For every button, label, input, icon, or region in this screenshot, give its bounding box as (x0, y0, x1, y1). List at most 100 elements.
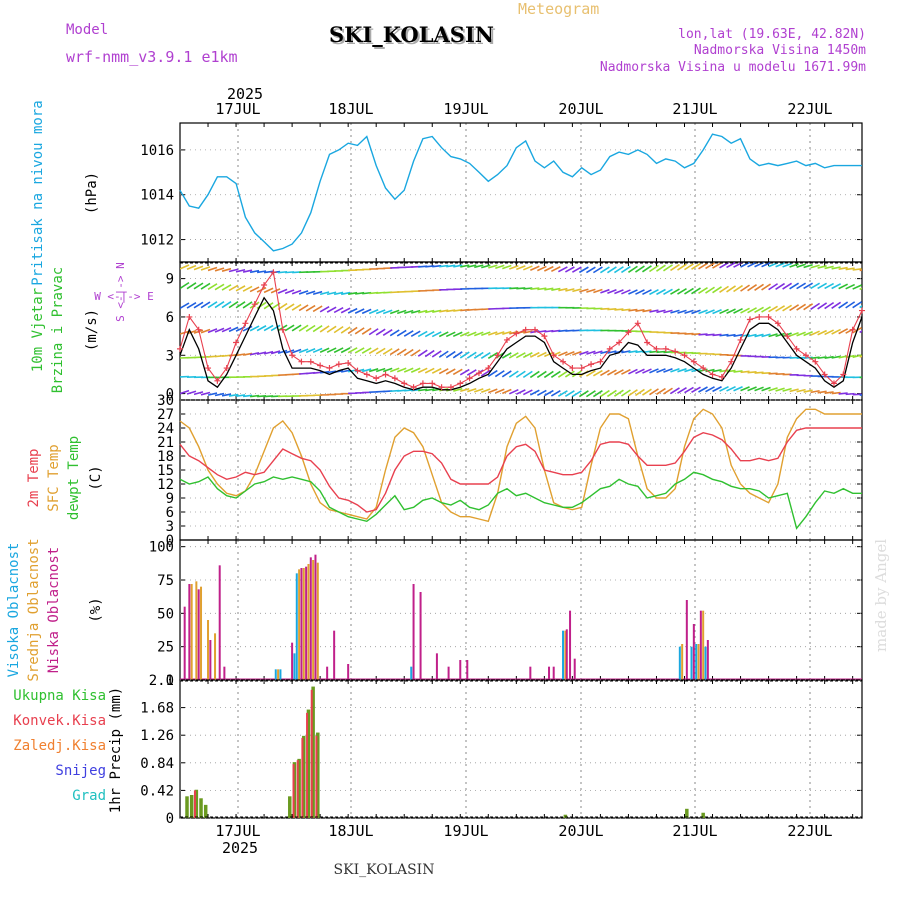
day-label-top: 22JUL (787, 100, 832, 118)
cloud-unit: (%) (88, 597, 104, 622)
cloud-bar (312, 560, 314, 680)
cloud-bar (314, 555, 316, 680)
day-label-bottom: 22JUL (787, 822, 832, 840)
wind-axis-title-1: 10m Vjetar (30, 288, 46, 372)
precip-bar (204, 805, 208, 818)
y-tick-label: 1014 (140, 188, 174, 204)
precip-bar (297, 760, 299, 818)
cloud-bar (209, 640, 211, 680)
y-tick-label: 15 (157, 463, 174, 479)
y-tick-label: 2.1 (149, 673, 174, 689)
temp-axis-title-1: 2m Temp (26, 448, 42, 507)
precip-bar (199, 798, 203, 818)
cloud-bar (293, 653, 295, 680)
day-label-top: 17JUL (215, 100, 260, 118)
cloud-bar (548, 667, 550, 680)
wind-gust-marker (672, 348, 678, 354)
cloud-bar (300, 568, 302, 680)
cloud-bar (223, 667, 225, 680)
elevation-label: Nadmorska Visina 1450m (694, 43, 866, 58)
cloud-bar (291, 643, 293, 680)
cloud-bar (410, 667, 412, 680)
wind-gust-marker (401, 380, 407, 386)
panel-frame (180, 680, 862, 818)
y-tick-label: 1016 (140, 143, 174, 159)
wind-gust-marker (308, 359, 314, 365)
cloud-bar (686, 600, 688, 680)
wind-gust-marker (569, 365, 575, 371)
y-tick-label: 50 (157, 606, 174, 622)
y-tick-label: 6 (166, 505, 174, 521)
cloud-bar (200, 587, 202, 680)
wind-gust-marker (766, 314, 772, 320)
y-tick-label: 0.84 (140, 756, 174, 772)
wind-arrow (860, 269, 869, 270)
y-tick-label: 75 (157, 573, 174, 589)
y-tick-label: 9 (166, 272, 174, 288)
precip-bar (293, 764, 295, 818)
cloud-bar (702, 611, 704, 680)
cloud-bar (214, 633, 216, 680)
wind-gust-marker (719, 374, 725, 380)
cloud-bar (303, 568, 305, 680)
cloud-bar (698, 644, 700, 680)
wind-gust-marker (392, 375, 398, 381)
cloud-bar (310, 557, 312, 680)
wind-gust-marker (373, 375, 379, 381)
precip-bar (301, 738, 303, 818)
precip-bar (185, 796, 189, 818)
precip-bar (564, 815, 568, 818)
y-tick-label: 30 (157, 393, 174, 409)
cloud-bar (566, 629, 568, 680)
day-label-bottom: 19JUL (443, 822, 488, 840)
wind-gust-marker (383, 371, 389, 377)
day-label-bottom: 18JUL (328, 822, 373, 840)
day-label-bottom: 20JUL (558, 822, 603, 840)
cloud-bar (207, 620, 209, 680)
header: Model wrf-nmm_v3.9.1 e1km Meteogram SKI_… (66, 0, 890, 878)
cloud-bar (681, 644, 683, 680)
footer-title: SKI_KOLASIN (334, 862, 435, 878)
station-title: SKI_KOLASIN (329, 22, 494, 47)
cloud-bar (296, 573, 298, 680)
cloud-bar (459, 660, 461, 680)
wind-speed-line (180, 298, 862, 390)
y-tick-label: 27 (157, 407, 174, 423)
y-tick-label: 12 (157, 477, 174, 493)
wind-axis-title-2: Brzina i Pravac (50, 267, 66, 393)
cloud-bar (333, 631, 335, 680)
y-tick-label: 6 (166, 310, 174, 326)
day-label-bottom: 17JUL (215, 822, 260, 840)
temp-unit: (C) (88, 465, 104, 490)
cloud-bar (347, 664, 349, 680)
wind-gust-marker (317, 363, 323, 369)
precip-unit: 1hr Precip (mm) (108, 687, 124, 813)
precip-bar (194, 790, 196, 818)
cloud-bar (275, 669, 277, 680)
pressure-line (180, 134, 862, 251)
y-tick-label: 3 (166, 348, 174, 364)
bottom-year-label: 2025 (222, 839, 258, 857)
precip-legend-0: Ukupna Kisa (13, 688, 106, 704)
precip-bar (288, 796, 292, 818)
y-tick-label: 21 (157, 435, 174, 451)
y-tick-label: 3 (166, 519, 174, 535)
pressure-axis-title: Pritisak na nivou mora (30, 100, 46, 285)
cloud-axis-title-1: Visoka Oblacnost (6, 543, 22, 678)
model-name: wrf-nmm_v3.9.1 e1km (66, 48, 238, 66)
cloud-bar (198, 589, 200, 680)
y-tick-label: 18 (157, 449, 174, 465)
y-tick-label: 24 (157, 421, 174, 437)
day-label-top: 21JUL (672, 100, 717, 118)
cloud-bar (693, 624, 695, 680)
cloud-bar (529, 667, 531, 680)
watermark: made by Angel (872, 539, 890, 652)
cloud-axis-title-2: Srednja Oblacnost (26, 538, 42, 681)
temp-sfc-line (180, 409, 862, 521)
cloud-axis-title-3: Niska Oblacnost (46, 547, 62, 673)
y-tick-label: 25 (157, 640, 174, 656)
